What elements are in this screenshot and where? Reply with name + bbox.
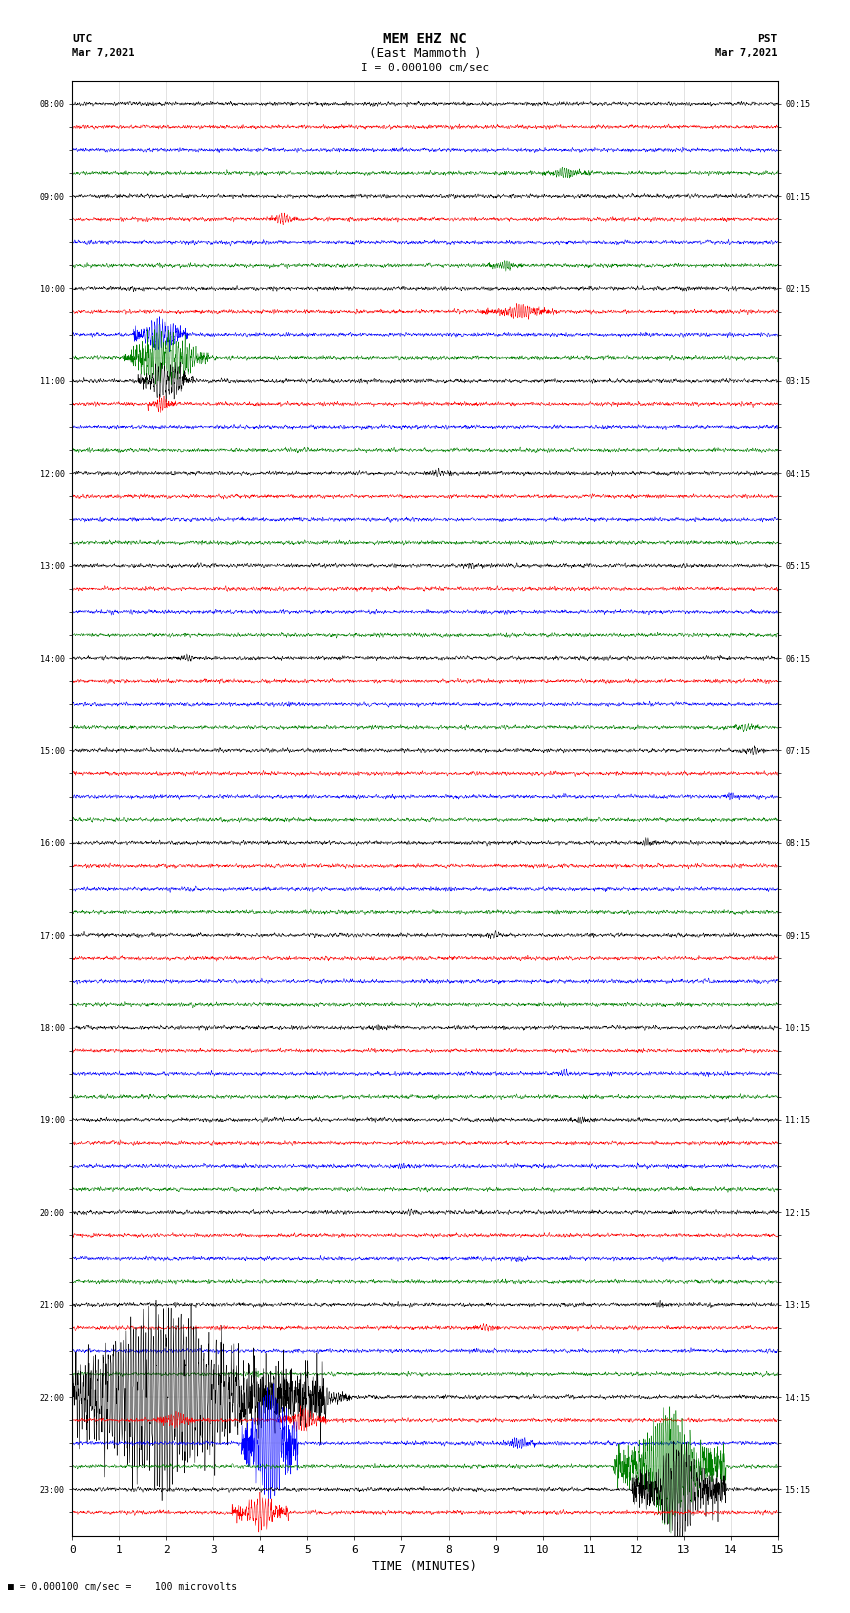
- Text: PST: PST: [757, 34, 778, 44]
- Text: I = 0.000100 cm/sec: I = 0.000100 cm/sec: [361, 63, 489, 73]
- X-axis label: TIME (MINUTES): TIME (MINUTES): [372, 1560, 478, 1573]
- Text: MEM EHZ NC: MEM EHZ NC: [383, 32, 467, 45]
- Text: Mar 7,2021: Mar 7,2021: [72, 48, 135, 58]
- Text: ■ = 0.000100 cm/sec =    100 microvolts: ■ = 0.000100 cm/sec = 100 microvolts: [8, 1582, 238, 1592]
- Text: (East Mammoth ): (East Mammoth ): [369, 47, 481, 60]
- Text: UTC: UTC: [72, 34, 93, 44]
- Text: Mar 7,2021: Mar 7,2021: [715, 48, 778, 58]
